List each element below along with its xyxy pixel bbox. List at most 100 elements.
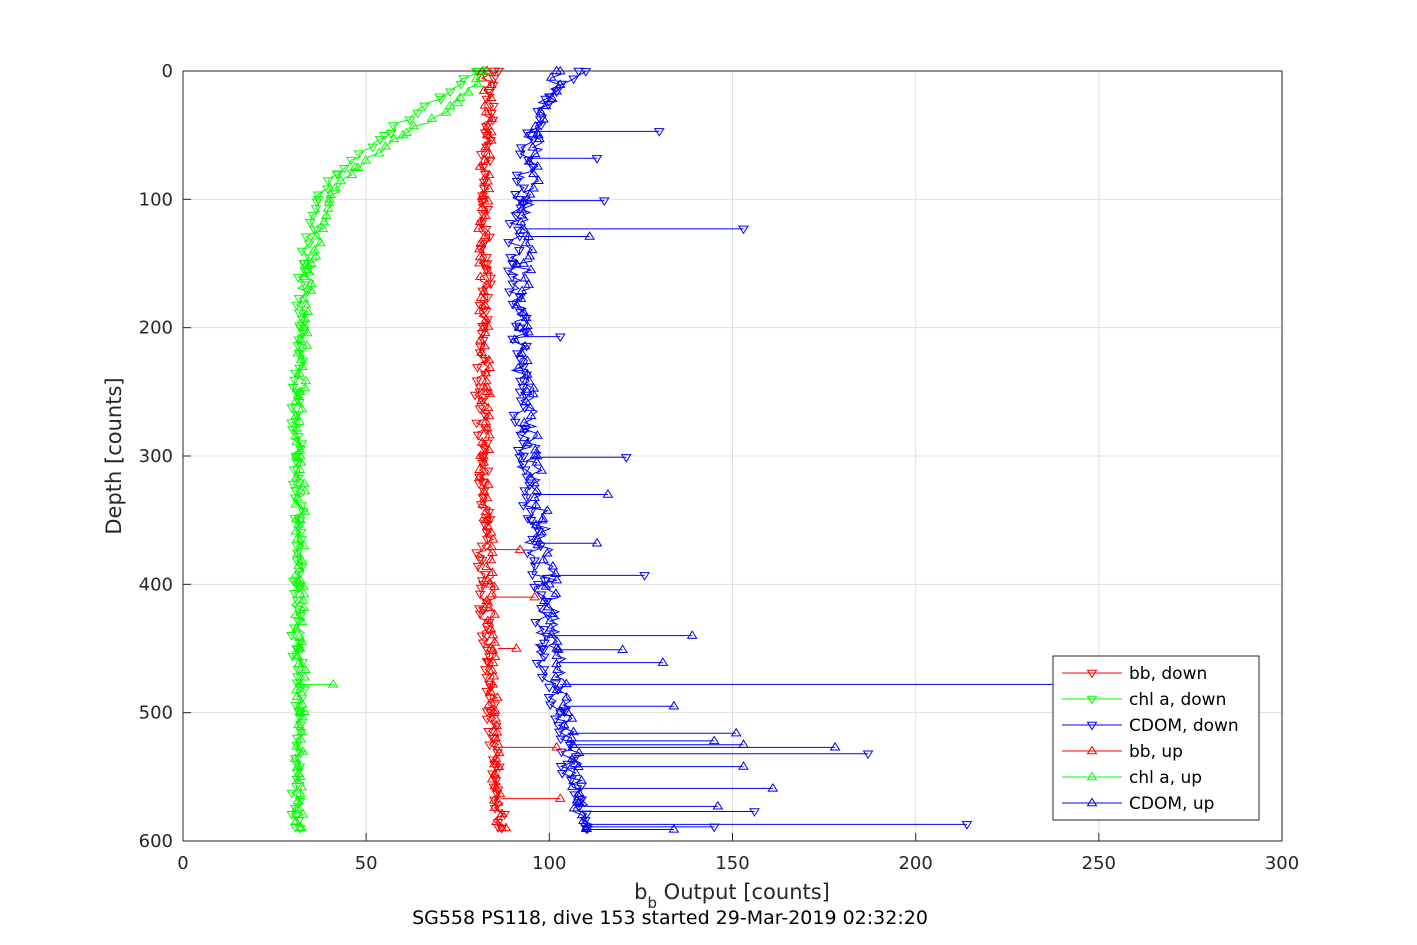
- data-marker: [295, 728, 307, 738]
- data-marker: [480, 314, 492, 323]
- series-cdom-down: [502, 67, 593, 835]
- data-marker: [476, 347, 488, 357]
- data-marker: [487, 679, 499, 688]
- data-point: [294, 324, 306, 334]
- data-marker: [307, 211, 319, 221]
- data-marker: [299, 671, 311, 681]
- data-marker: [296, 361, 308, 370]
- data-marker: [529, 557, 540, 567]
- data-marker: [534, 116, 546, 125]
- data-marker: [294, 445, 306, 454]
- legend-label: bb, up: [1129, 742, 1183, 762]
- data-marker: [485, 134, 497, 144]
- data-marker: [479, 154, 491, 164]
- data-marker: [479, 99, 491, 109]
- spike-marker: [591, 537, 603, 547]
- spike-marker: [514, 544, 526, 553]
- data-marker: [485, 280, 497, 290]
- data-marker: [298, 478, 310, 487]
- data-marker: [509, 418, 521, 428]
- data-marker: [493, 67, 505, 77]
- data-marker: [508, 411, 520, 421]
- data-marker: [292, 795, 304, 805]
- data-marker: [517, 502, 529, 511]
- y-tick-label: 400: [139, 574, 173, 595]
- data-marker: [322, 203, 334, 212]
- data-point: [562, 707, 574, 716]
- spike-marker: [829, 741, 841, 751]
- data-marker: [514, 454, 526, 463]
- data-marker: [482, 265, 494, 274]
- data-marker: [489, 768, 501, 777]
- data-marker: [483, 602, 495, 611]
- data-marker: [482, 615, 494, 625]
- data-marker: [516, 209, 528, 219]
- data-marker: [485, 274, 496, 284]
- data-marker: [477, 639, 489, 649]
- data-marker: [308, 244, 320, 254]
- spike-marker: [617, 644, 629, 653]
- y-axis-label: Depth [counts]: [102, 377, 126, 534]
- data-point: [521, 193, 533, 203]
- data-marker: [477, 190, 489, 199]
- series-chl-a-up: [289, 65, 492, 832]
- data-marker: [388, 122, 399, 131]
- data-marker: [479, 230, 491, 240]
- data-marker: [518, 306, 530, 316]
- data-marker: [293, 642, 305, 652]
- data-marker: [294, 678, 306, 688]
- data-marker: [538, 639, 550, 649]
- data-marker: [499, 811, 510, 820]
- data-marker: [531, 660, 543, 669]
- data-marker: [291, 436, 302, 446]
- legend-label: bb, down: [1129, 664, 1207, 684]
- series-line: [477, 71, 507, 829]
- data-marker: [518, 184, 530, 194]
- data-marker: [520, 237, 532, 247]
- series-layer: [286, 65, 1105, 835]
- data-marker: [529, 444, 541, 454]
- data-marker: [293, 368, 305, 377]
- data-marker: [291, 557, 303, 566]
- data-marker: [312, 191, 324, 201]
- data-marker: [419, 102, 430, 112]
- data-marker: [484, 149, 495, 158]
- data-marker: [530, 522, 542, 531]
- data-marker: [485, 526, 497, 536]
- data-marker: [286, 632, 297, 641]
- data-marker: [480, 506, 492, 515]
- spike-marker: [657, 657, 669, 666]
- spike-marker: [668, 824, 680, 833]
- data-point: [492, 797, 504, 806]
- data-marker: [514, 308, 526, 318]
- data-marker: [550, 680, 561, 690]
- data-marker: [291, 740, 302, 750]
- data-marker: [299, 485, 311, 495]
- data-marker: [532, 127, 543, 137]
- data-marker: [544, 701, 556, 711]
- data-marker: [301, 288, 313, 298]
- data-marker: [290, 568, 302, 578]
- data-marker: [516, 347, 528, 357]
- data-marker: [485, 554, 497, 564]
- data-marker: [528, 168, 539, 178]
- data-marker: [332, 171, 344, 180]
- data-marker: [550, 568, 561, 577]
- data-marker: [293, 519, 304, 528]
- data-point: [294, 707, 306, 716]
- data-marker: [476, 395, 487, 405]
- data-marker: [566, 753, 578, 763]
- data-marker: [474, 243, 485, 253]
- data-marker: [353, 150, 365, 160]
- data-marker: [385, 129, 397, 139]
- data-marker: [521, 494, 532, 503]
- data-marker: [487, 567, 498, 577]
- legend-swatch-marker: [1086, 669, 1098, 679]
- data-marker: [296, 403, 308, 413]
- data-marker: [286, 789, 298, 799]
- data-marker: [555, 763, 567, 772]
- data-marker: [299, 664, 311, 673]
- legend: bb, down chl a, down CDOM, down bb, up chl a…: [1052, 655, 1260, 821]
- data-marker: [479, 340, 491, 350]
